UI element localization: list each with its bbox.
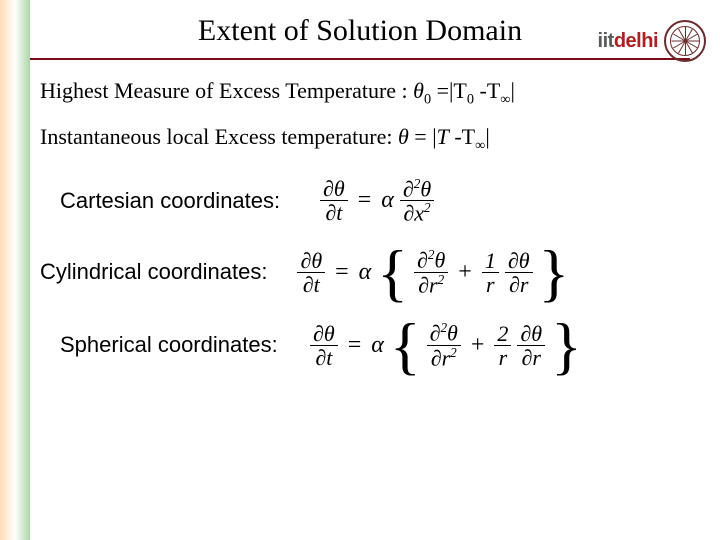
cartesian-label: Cartesian coordinates: (60, 188, 290, 214)
cylindrical-eq: ∂θ ∂t = α { ∂2θ ∂r2 + 1 r (297, 247, 569, 298)
excess-temp-highest: Highest Measure of Excess Temperature : … (40, 78, 690, 108)
theta-sub: 0 (424, 91, 431, 107)
body: Highest Measure of Excess Temperature : … (0, 60, 720, 371)
cartesian-row: Cartesian coordinates: ∂θ ∂t = α ∂2θ ∂x2 (60, 177, 690, 225)
line2-inf: ∞ (475, 138, 485, 154)
line1-end: | (511, 78, 515, 103)
logo-text: iitdelhi (598, 30, 658, 53)
slide-content: iitdelhi Extent of Solution Domain Highe… (0, 0, 720, 371)
line1-eq: =|T (437, 78, 467, 103)
line2-mid: -T (449, 124, 475, 149)
cylindrical-label: Cylindrical coordinates: (40, 259, 267, 285)
logo-text-plain: iit (598, 30, 614, 52)
theta-symbol: θ (413, 78, 424, 103)
tinf-sub: ∞ (500, 91, 510, 107)
theta2: θ (398, 124, 409, 149)
spherical-eq: ∂θ ∂t = α { ∂2θ ∂r2 + 2 r (310, 320, 582, 371)
logo-area: iitdelhi (598, 20, 706, 62)
line2-eq: = | (414, 124, 436, 149)
d2theta-dx2: ∂2θ ∂x2 (400, 177, 434, 225)
line2-T: T (437, 124, 449, 149)
excess-temp-local: Instantaneous local Excess temperature: … (40, 124, 690, 154)
dtheta-dt: ∂θ ∂t (320, 177, 348, 224)
line2-end: | (485, 124, 489, 149)
cartesian-eq: ∂θ ∂t = α ∂2θ ∂x2 (320, 177, 434, 225)
cylindrical-row: Cylindrical coordinates: ∂θ ∂t = α { ∂2θ… (40, 247, 690, 298)
logo-text-accent: delhi (614, 30, 658, 52)
t0-sub: 0 (467, 91, 474, 107)
logo-emblem (664, 20, 706, 62)
spherical-label: Spherical coordinates: (60, 332, 280, 358)
line1-prefix: Highest Measure of Excess Temperature : (40, 78, 413, 103)
line1-mid: -T (474, 78, 500, 103)
spherical-row: Spherical coordinates: ∂θ ∂t = α { ∂2θ ∂… (60, 320, 690, 371)
line2-prefix: Instantaneous local Excess temperature: (40, 124, 398, 149)
